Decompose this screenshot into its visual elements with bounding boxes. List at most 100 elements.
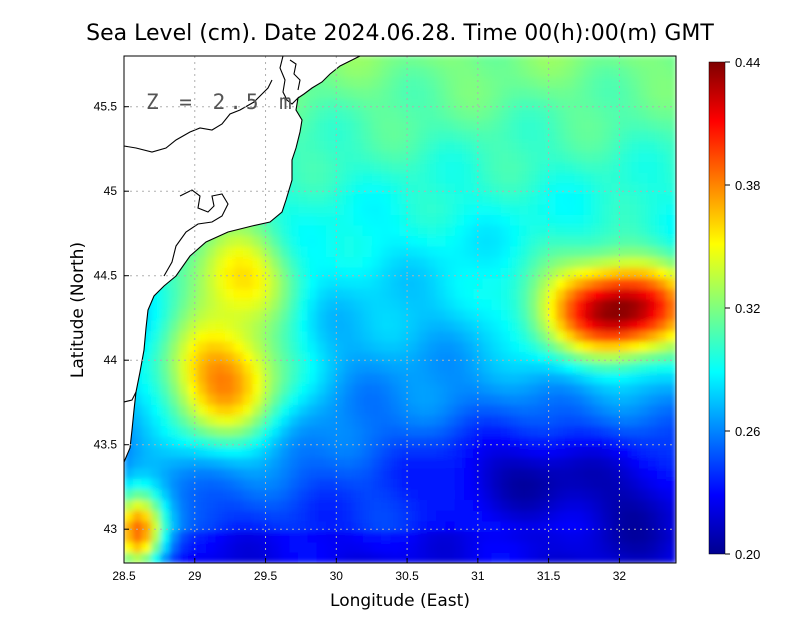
heatmap-cell <box>629 372 640 384</box>
heatmap-cell <box>169 372 180 384</box>
heatmap-cell <box>473 319 484 332</box>
heatmap-cell <box>325 213 337 226</box>
heatmap-cell <box>215 551 226 563</box>
heatmap-cell <box>390 76 401 89</box>
heatmap-cell <box>233 456 245 469</box>
heatmap-cell <box>289 224 300 237</box>
heatmap-cell <box>519 488 530 501</box>
heatmap-cell <box>537 488 548 501</box>
heatmap-cell <box>316 435 327 448</box>
heatmap-cell <box>279 393 291 406</box>
heatmap-cell <box>233 298 245 310</box>
heatmap-cell <box>657 499 668 511</box>
heatmap-cell <box>537 129 548 141</box>
heatmap-cell <box>574 456 585 469</box>
heatmap-cell <box>666 499 676 511</box>
heatmap-cell <box>583 499 594 511</box>
heatmap-cell <box>546 509 557 522</box>
heatmap-cell <box>555 319 567 332</box>
heatmap-cell <box>583 108 594 120</box>
heatmap-cell <box>638 298 649 310</box>
heatmap-cell <box>224 266 235 279</box>
heatmap-cell <box>454 446 465 458</box>
heatmap-cell <box>417 129 429 141</box>
heatmap-cell <box>500 456 511 469</box>
heatmap-cell <box>500 287 511 300</box>
heatmap-cell <box>307 319 318 332</box>
heatmap-cell <box>325 224 337 237</box>
heatmap-cell <box>316 551 327 563</box>
heatmap-cell <box>555 330 567 342</box>
heatmap-cell <box>160 372 171 384</box>
heatmap-cell <box>519 298 530 310</box>
heatmap-cell <box>629 87 640 99</box>
heatmap-cell <box>565 393 576 406</box>
heatmap-cell <box>666 150 676 163</box>
heatmap-cell <box>592 129 603 141</box>
heatmap-cell <box>197 488 208 501</box>
heatmap-cell <box>647 382 659 395</box>
heatmap-cell <box>261 245 272 258</box>
heatmap-cell <box>463 425 475 437</box>
heatmap-cell <box>638 404 649 416</box>
heatmap-cell <box>279 467 291 479</box>
heatmap-cell <box>620 319 631 332</box>
heatmap-cell <box>270 309 281 321</box>
heatmap-cell <box>509 192 521 205</box>
heatmap-cell <box>270 382 281 395</box>
heatmap-cell <box>509 361 521 374</box>
colorbar-tick-label: 0.26 <box>735 424 760 439</box>
heatmap-cell <box>362 361 373 374</box>
heatmap-cell <box>270 435 281 448</box>
heatmap-cell <box>408 361 419 374</box>
heatmap-cell <box>546 108 557 120</box>
heatmap-cell <box>243 287 254 300</box>
heatmap-cell <box>335 520 346 532</box>
heatmap-cell <box>546 393 557 406</box>
heatmap-cell <box>399 446 410 458</box>
heatmap-cell <box>657 541 668 553</box>
heatmap-cell <box>574 478 585 490</box>
heatmap-cell <box>224 425 235 437</box>
heatmap-field: Z = 2.5 m <box>124 56 676 563</box>
heatmap-cell <box>371 372 383 384</box>
heatmap-cell <box>307 509 318 522</box>
heatmap-cell <box>325 456 337 469</box>
heatmap-cell <box>565 520 576 532</box>
heatmap-cell <box>390 509 401 522</box>
heatmap-cell <box>316 456 327 469</box>
heatmap-cell <box>574 129 585 141</box>
heatmap-cell <box>316 256 327 268</box>
heatmap-cell <box>362 340 373 353</box>
heatmap-cell <box>629 266 640 279</box>
heatmap-cell <box>611 467 622 479</box>
heatmap-cell <box>307 340 318 353</box>
heatmap-cell <box>509 287 521 300</box>
heatmap-cell <box>666 245 676 258</box>
heatmap-cell <box>124 467 134 479</box>
heatmap-cell <box>463 435 475 448</box>
heatmap-cell <box>500 382 511 395</box>
heatmap-cell <box>252 361 263 374</box>
heatmap-cell <box>325 530 337 543</box>
heatmap-cell <box>546 530 557 543</box>
heatmap-cell <box>629 446 640 458</box>
heatmap-cell <box>307 551 318 563</box>
heatmap-cell <box>298 245 309 258</box>
heatmap-cell <box>298 319 309 332</box>
heatmap-cell <box>307 499 318 511</box>
heatmap-cell <box>620 425 631 437</box>
grid-lines <box>124 56 676 563</box>
heatmap-cell <box>279 298 291 310</box>
heatmap-cell <box>335 66 346 78</box>
heatmap-cell <box>417 425 429 437</box>
heatmap-cell <box>574 76 585 89</box>
heatmap-cell <box>583 97 594 110</box>
heatmap-cell <box>574 150 585 163</box>
heatmap-cell <box>509 330 521 342</box>
heatmap-cell <box>629 520 640 532</box>
heatmap-cell <box>583 76 594 89</box>
heatmap-cell <box>657 266 668 279</box>
heatmap-cell <box>427 446 438 458</box>
heatmap-cell <box>344 309 355 321</box>
